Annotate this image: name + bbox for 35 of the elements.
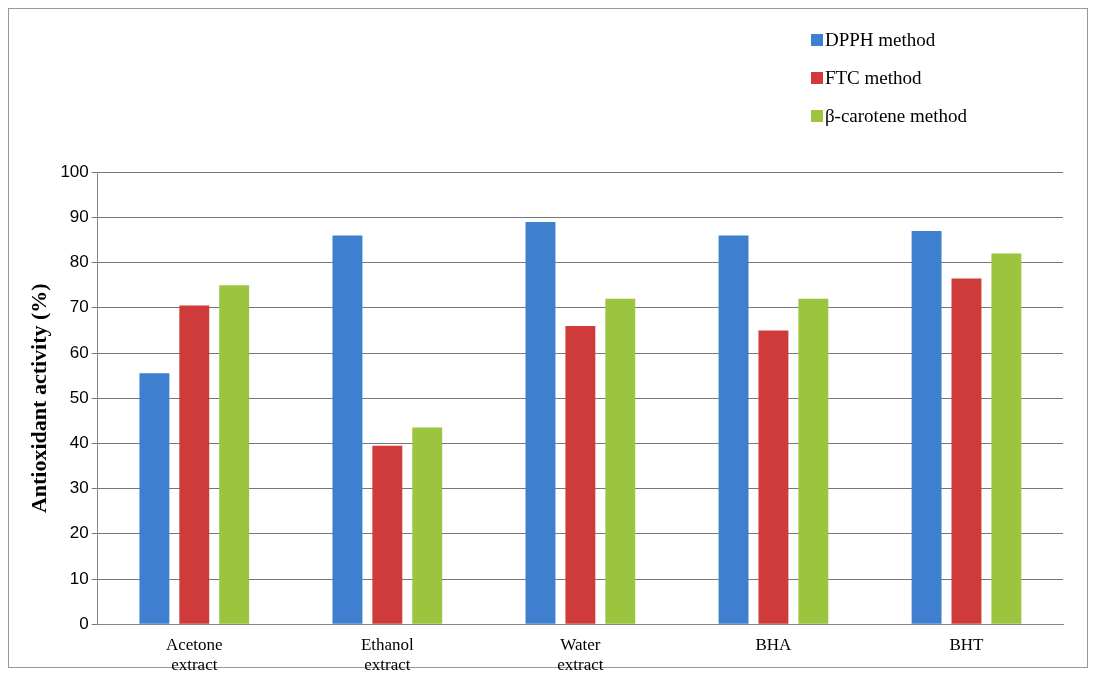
bar — [179, 305, 210, 624]
legend-label: β-carotene method — [824, 105, 967, 127]
y-tick-label: 100 — [60, 161, 89, 181]
bar — [991, 253, 1022, 624]
x-tick-label: BHT — [949, 634, 985, 654]
bar — [372, 445, 403, 624]
y-tick-label: 80 — [69, 252, 89, 272]
bar — [412, 427, 443, 624]
y-tick-label: 10 — [69, 568, 89, 588]
legend-label: DPPH method — [824, 29, 936, 51]
y-tick-label: 50 — [69, 387, 89, 407]
bar — [219, 285, 250, 624]
bar — [718, 235, 749, 624]
y-tick-label: 60 — [69, 342, 89, 362]
bar — [798, 298, 829, 624]
bar — [951, 278, 982, 624]
y-tick-label: 70 — [69, 297, 89, 317]
legend-label: FTC method — [824, 67, 922, 89]
y-axis-title: Antioxidant activity (%) — [25, 283, 51, 514]
y-tick-label: 90 — [69, 207, 89, 227]
y-tick-label: 20 — [69, 523, 89, 543]
bar — [139, 373, 170, 624]
y-tick-label: 40 — [69, 433, 89, 453]
x-tick-label: BHA — [755, 634, 793, 654]
bar — [332, 235, 363, 624]
y-tick-label: 0 — [79, 613, 89, 633]
y-tick-label: 30 — [69, 478, 89, 498]
bar — [758, 330, 789, 624]
x-tick-label: Ethanol extract — [360, 634, 415, 675]
bar — [605, 298, 636, 624]
bar — [565, 325, 596, 624]
x-tick-label: Water extract — [557, 634, 604, 675]
bar — [911, 230, 942, 624]
bar — [525, 221, 556, 624]
x-tick-label: Acetone extract — [165, 634, 223, 675]
